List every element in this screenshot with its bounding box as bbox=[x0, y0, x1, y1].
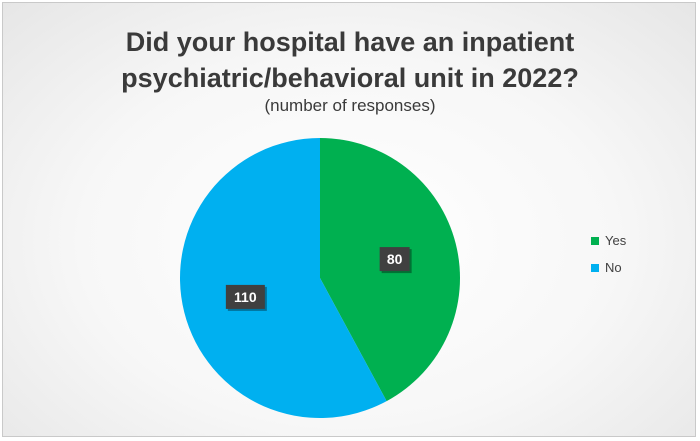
chart-title-line-2: psychiatric/behavioral unit in 2022? bbox=[121, 63, 579, 93]
svg-text:110: 110 bbox=[234, 289, 257, 305]
legend-swatch-yes bbox=[591, 236, 599, 245]
legend: Yes No bbox=[591, 227, 626, 281]
data-label-yes: 80 bbox=[379, 247, 412, 274]
legend-item-yes: Yes bbox=[591, 227, 626, 254]
chart-subtitle: (number of responses) bbox=[264, 96, 436, 115]
data-label-no: 110 bbox=[225, 284, 267, 311]
pie-slice-no bbox=[179, 138, 387, 419]
legend-label-no: No bbox=[605, 260, 622, 275]
svg-text:80: 80 bbox=[387, 251, 403, 267]
legend-swatch-no bbox=[591, 263, 599, 272]
chart-title-line-1: Did your hospital have an inpatient bbox=[125, 27, 575, 57]
legend-label-yes: Yes bbox=[605, 233, 627, 248]
legend-item-no: No bbox=[591, 254, 626, 281]
